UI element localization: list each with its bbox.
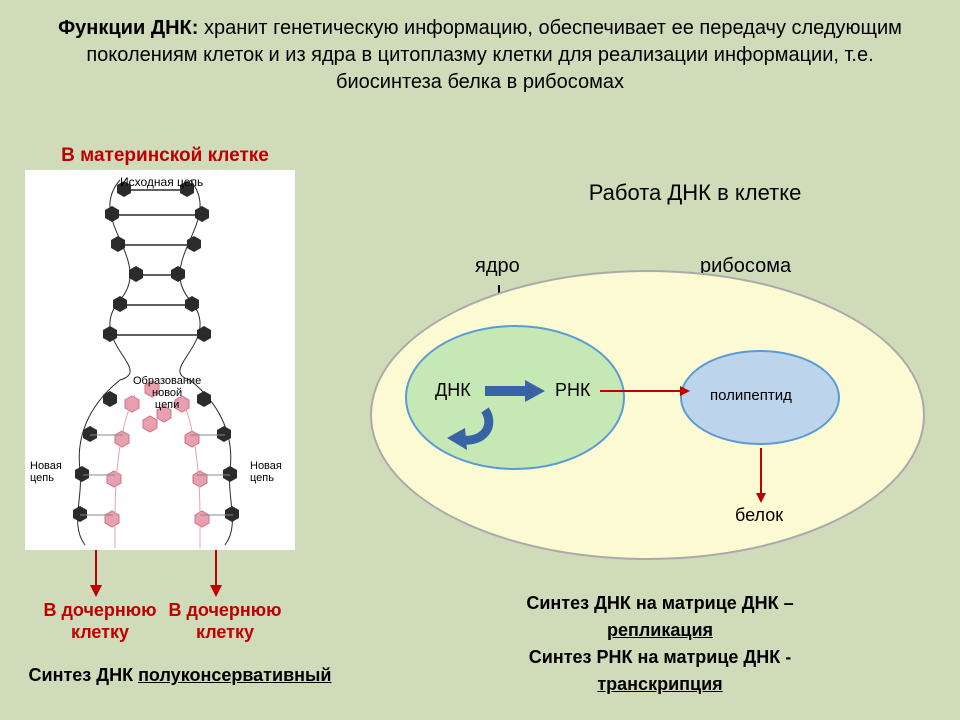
- rna-to-ribosome-line: [600, 390, 680, 392]
- bottom-left-plain: Синтез ДНК: [29, 665, 139, 685]
- right-line2-underline: транскрипция: [597, 674, 722, 694]
- daughter-text-1: В дочернюю клетку: [40, 600, 160, 643]
- poly-to-protein-line: [760, 448, 762, 493]
- right-bottom-text: Синтез ДНК на матрице ДНК – репликация С…: [395, 590, 925, 698]
- daughter-arrow-1-head: [90, 585, 102, 597]
- cell-diagram: ядро рибосома ДНК РНК полипептид белок: [360, 220, 940, 580]
- new-chain-right: Новая цепь: [250, 460, 282, 484]
- daughter-text-2: В дочернюю клетку: [165, 600, 285, 643]
- dna-text: ДНК: [435, 380, 471, 401]
- bottom-left-text: Синтез ДНК полуконсервативный: [10, 665, 350, 686]
- poly-to-protein-head: [756, 493, 766, 503]
- dna-replication-figure: Исходная цепь Образование новой цепи Нов…: [25, 170, 295, 550]
- new-chain-left: Новая цепь: [30, 460, 62, 484]
- title-rest: хранит генетическую информацию, обеспечи…: [86, 17, 902, 93]
- rna-to-ribosome-head: [680, 386, 690, 396]
- nucleus-label: ядро: [475, 255, 520, 278]
- mother-cell-label: В материнской клетке: [40, 145, 290, 167]
- bottom-left-underline: полуконсервативный: [138, 665, 331, 685]
- orig-chain-label: Исходная цепь: [120, 175, 203, 189]
- right-line1-plain: Синтез ДНК на матрице ДНК –: [526, 593, 793, 613]
- replication-curve-arrow: [445, 405, 500, 450]
- polypeptide-text: полипептид: [710, 387, 792, 404]
- right-line1-underline: репликация: [607, 620, 713, 640]
- daughter-arrow-2-head: [210, 585, 222, 597]
- title-block: Функции ДНК: хранит генетическую информа…: [40, 15, 920, 96]
- right-line2-plain: Синтез РНК на матрице ДНК -: [529, 647, 791, 667]
- right-heading: Работа ДНК в клетке: [470, 180, 920, 206]
- dna-svg: [25, 170, 295, 550]
- protein-text: белок: [735, 505, 783, 526]
- rna-text: РНК: [555, 380, 591, 401]
- daughter-arrow-2-line: [215, 550, 217, 585]
- title-bold: Функции ДНК:: [58, 17, 198, 39]
- daughter-arrow-1-line: [95, 550, 97, 585]
- dna-to-rna-arrow: [485, 380, 545, 402]
- formation-label: Образование новой цепи: [133, 375, 201, 411]
